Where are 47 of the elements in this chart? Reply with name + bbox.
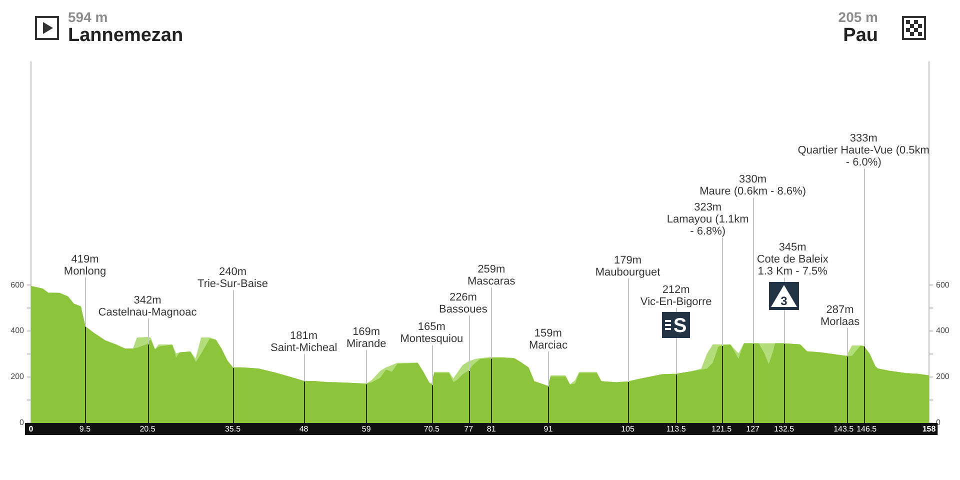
- x-tick-label: 91: [544, 424, 554, 434]
- ref-line-label: 169m Mirande: [346, 326, 386, 350]
- ref-line-label: 165m Montesquiou: [400, 321, 464, 346]
- x-tick-label: 146.5: [856, 424, 878, 434]
- ref-line-label: 333m Quartier Haute-Vue (0.5km - 6.0%): [798, 132, 930, 169]
- sprint-icon: S: [662, 312, 690, 338]
- x-tick-label: 0: [28, 424, 34, 434]
- x-tick-label: 70.5: [424, 424, 440, 434]
- y-tick-label: 600: [10, 280, 25, 290]
- x-tick-label: 113.5: [666, 424, 686, 434]
- ref-line-label: 287m Morlaas: [820, 304, 860, 328]
- x-tick-label: 48: [299, 424, 309, 434]
- text: 594 m Lannemezan: [68, 9, 184, 47]
- x-tick-label: 77: [464, 424, 474, 434]
- x-tick-label: 20.5: [140, 424, 156, 434]
- ref-line-label: 342m Castelnau-Magnoac: [98, 294, 198, 318]
- x-tick-label: 105: [621, 424, 635, 434]
- x-tick-label: 81: [486, 424, 496, 434]
- ref-line-label: 159m Marciac: [528, 327, 568, 352]
- ref-line-label: 226m Bassoues: [439, 291, 488, 316]
- ref-line-label: 179m Maubourguet: [595, 254, 660, 278]
- text: 205 m Pau: [838, 9, 878, 47]
- y-tick-label: 400: [10, 326, 25, 336]
- y2-tick-label: 400: [936, 326, 950, 336]
- ref-line-label: 345m Cote de Baleix 1.3 Km - 7.5%: [756, 242, 829, 278]
- triangle-icon: 3: [769, 282, 800, 310]
- y-tick-label: 200: [10, 372, 25, 382]
- annotation: S: [673, 315, 687, 337]
- ref-line-label: 323m Lamayou (1.1km - 6.8%): [666, 202, 749, 238]
- ref-line-label: 419m Monlong: [64, 253, 106, 278]
- y-tick-label: 0: [20, 418, 25, 428]
- y2-tick-label: 200: [936, 372, 950, 382]
- y2-tick-label: 600: [936, 280, 950, 290]
- x-tick-label: 127: [746, 424, 760, 434]
- x-tick-label: 35.5: [224, 424, 242, 434]
- ref-line-label: 181m Saint-Micheal: [270, 330, 338, 354]
- x-tick-label: 121.5: [712, 424, 732, 434]
- x-tick-label: 132.5: [774, 424, 795, 434]
- x-tick-label: 9.5: [79, 424, 92, 434]
- x-tick-label: 143.5: [834, 424, 854, 434]
- annotation: 3: [780, 294, 788, 308]
- x-tick-label: 59: [362, 424, 372, 434]
- ref-line-label: 330m Maure (0.6km - 8.6%): [700, 174, 806, 198]
- ref-line-label: 212m Vic-En-Bigorre: [640, 284, 712, 308]
- ref-line-label: 240m Trie-Sur-Baise: [198, 266, 268, 290]
- x-tick-label: 158: [922, 424, 936, 434]
- ref-line-label: 259m Mascaras: [468, 263, 516, 288]
